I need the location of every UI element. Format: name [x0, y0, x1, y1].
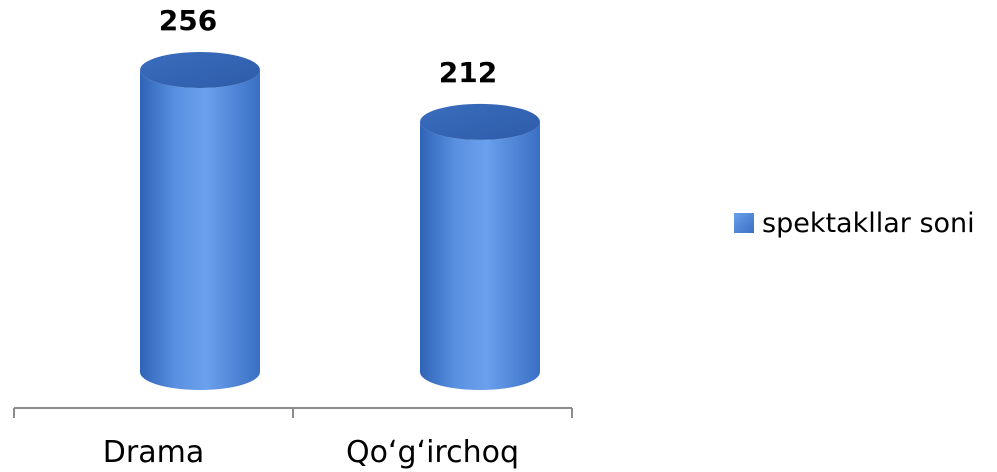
bar	[140, 52, 260, 390]
data-label: 256	[159, 4, 217, 37]
bars-group	[140, 52, 540, 390]
bar-body	[140, 70, 260, 390]
bar-top	[140, 52, 260, 88]
category-label: Qo‘g‘irchoq	[346, 435, 519, 470]
bar-body	[420, 121, 540, 390]
legend-swatch	[734, 213, 754, 233]
labels-group: 256 Drama 212 Qo‘g‘irchoq	[103, 4, 519, 470]
bar-top	[420, 103, 540, 140]
legend-label: spektakllar soni	[762, 208, 975, 239]
legend: spektakllar soni	[734, 208, 975, 239]
category-label: Drama	[103, 435, 204, 470]
data-label: 212	[439, 56, 497, 89]
x-axis	[13, 407, 573, 418]
bar	[420, 103, 540, 390]
